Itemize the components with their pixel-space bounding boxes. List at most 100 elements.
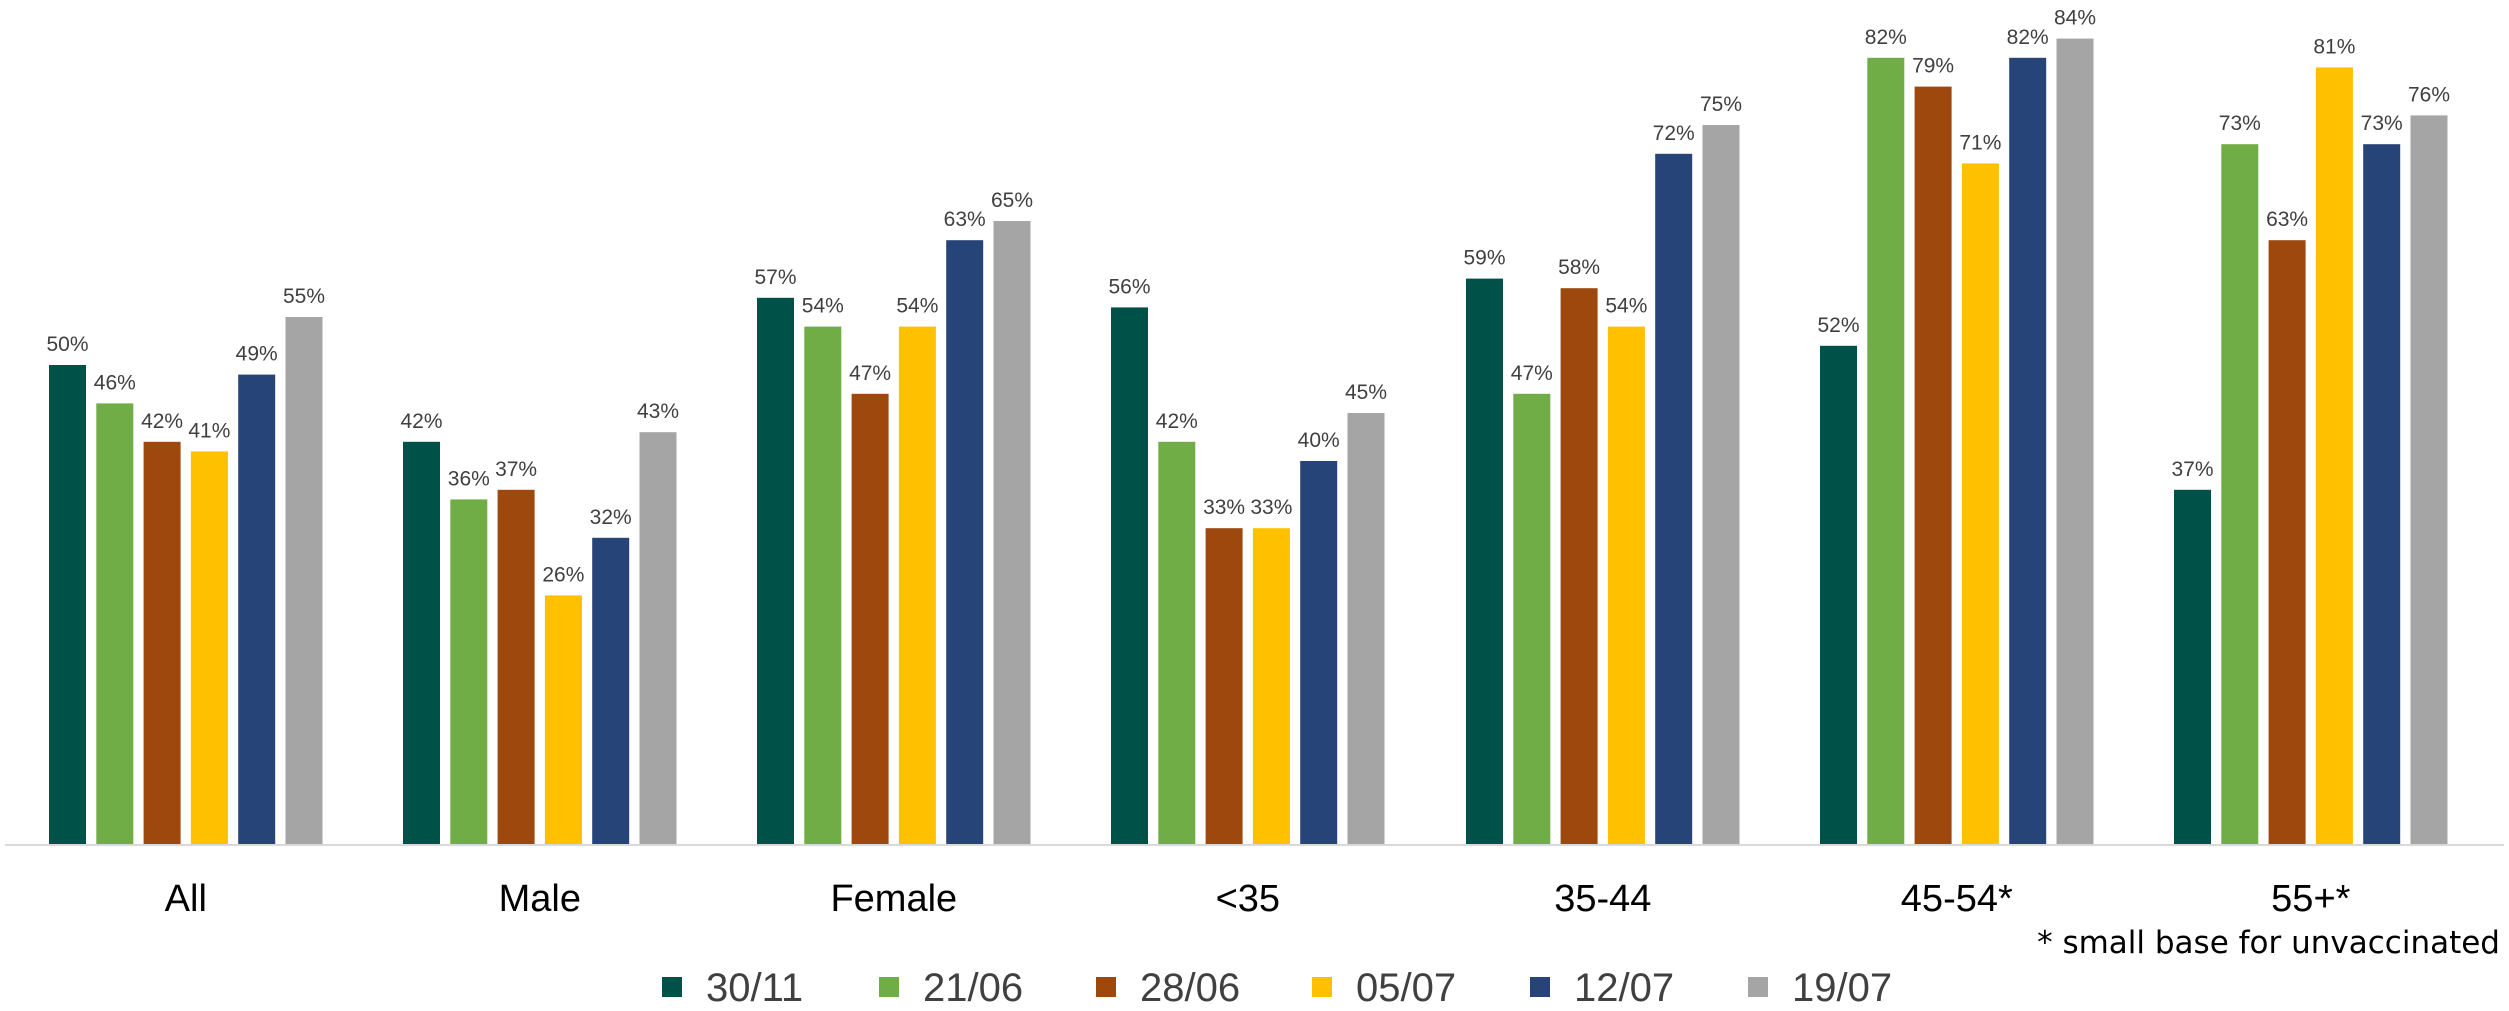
data-label: 54% [802, 295, 844, 318]
category-label: Female [830, 878, 957, 920]
bar [1607, 326, 1645, 846]
data-label: 82% [1865, 26, 1907, 49]
data-label: 40% [1298, 429, 1340, 452]
bar [2315, 67, 2353, 845]
data-label: 36% [448, 467, 490, 490]
legend-swatch [1748, 977, 1768, 997]
bar [1466, 278, 1503, 846]
bar [2174, 489, 2211, 845]
bar [1513, 393, 1551, 845]
data-label: 71% [1959, 131, 2001, 154]
data-label: 54% [896, 295, 938, 318]
category-label: Male [499, 878, 581, 920]
legend-label: 12/07 [1574, 966, 1674, 1010]
legend-swatch [879, 977, 899, 997]
bar [2056, 38, 2094, 846]
legend-swatch [1096, 977, 1116, 997]
category-label: 35-44 [1554, 878, 1651, 920]
category-label: 45-54* [1901, 878, 2013, 920]
bar [49, 365, 86, 845]
data-label: 42% [400, 410, 442, 433]
data-label: 82% [2007, 26, 2049, 49]
data-label: 73% [2219, 112, 2261, 135]
data-label: 76% [2408, 83, 2450, 106]
bar [1560, 288, 1598, 845]
bar [1205, 528, 1243, 845]
bar [993, 221, 1031, 845]
data-label: 79% [1912, 55, 1954, 78]
bar [544, 595, 582, 845]
legend-swatch [1530, 977, 1550, 997]
category-label: <35 [1216, 878, 1280, 920]
data-label: 56% [1108, 275, 1150, 298]
legend-swatch [1312, 977, 1332, 997]
legend-label: 21/06 [923, 966, 1023, 1010]
data-label: 58% [1558, 256, 1600, 279]
bar [1347, 413, 1385, 845]
bar [946, 240, 984, 845]
data-label: 63% [944, 208, 986, 231]
data-label: 32% [590, 506, 632, 529]
legend: 30/11 21/06 28/06 05/07 12/07 19/07 [662, 966, 1892, 1010]
data-label: 50% [46, 333, 88, 356]
bar [851, 393, 889, 845]
legend-label: 28/06 [1140, 966, 1240, 1010]
category-labels: All Male Female <35 35-44 45-54* 55+* [165, 878, 2351, 920]
bar [2363, 144, 2401, 845]
data-label: 75% [1700, 93, 1742, 116]
data-label: 46% [94, 371, 136, 394]
bar [2009, 57, 2047, 846]
bar [497, 489, 535, 845]
data-label: 59% [1463, 247, 1505, 270]
data-label: 47% [849, 362, 891, 385]
data-label: 72% [1653, 122, 1695, 145]
bar [898, 326, 936, 846]
data-label: 26% [542, 563, 584, 586]
bar [2268, 240, 2306, 845]
bars-layer: 50%46%42% 41%49%55%42%36% 37%26%32%43%57%5… [46, 7, 2450, 846]
data-label: 73% [2361, 112, 2403, 135]
bar [1820, 345, 1857, 845]
data-label: 37% [2171, 458, 2213, 481]
bar [2410, 115, 2448, 845]
data-label: 45% [1345, 381, 1387, 404]
bar [592, 537, 630, 845]
bar [1867, 57, 1905, 846]
data-label: 33% [1203, 496, 1245, 519]
data-label: 54% [1605, 295, 1647, 318]
data-label: 41% [188, 419, 230, 442]
bar [190, 451, 228, 845]
legend-label: 19/07 [1792, 966, 1892, 1010]
category-label: All [165, 878, 207, 920]
data-label: 57% [754, 266, 796, 289]
legend-label: 05/07 [1356, 966, 1456, 1010]
data-label: 33% [1250, 496, 1292, 519]
bar [2221, 144, 2259, 845]
data-label: 81% [2313, 35, 2355, 58]
bar [804, 326, 842, 846]
legend-swatch [662, 977, 682, 997]
bar [1914, 86, 1952, 846]
bar [285, 317, 323, 845]
data-label: 37% [495, 458, 537, 481]
data-label: 47% [1511, 362, 1553, 385]
data-label: 42% [1156, 410, 1198, 433]
bar [450, 499, 488, 845]
bar [1702, 125, 1740, 845]
data-label: 84% [2054, 7, 2096, 30]
bar [639, 432, 677, 845]
bar [1655, 153, 1693, 846]
bar [238, 374, 276, 845]
data-label: 63% [2266, 208, 2308, 231]
data-label: 55% [283, 285, 325, 308]
data-label: 52% [1817, 314, 1859, 337]
data-label: 65% [991, 189, 1033, 212]
data-label: 43% [637, 400, 679, 423]
bar [1961, 163, 1999, 845]
bar [1300, 461, 1338, 845]
category-label: 55+* [2271, 878, 2350, 920]
bar [96, 403, 134, 845]
footnote: * small base for unvaccinated [2037, 925, 2500, 961]
data-label: 42% [141, 410, 183, 433]
